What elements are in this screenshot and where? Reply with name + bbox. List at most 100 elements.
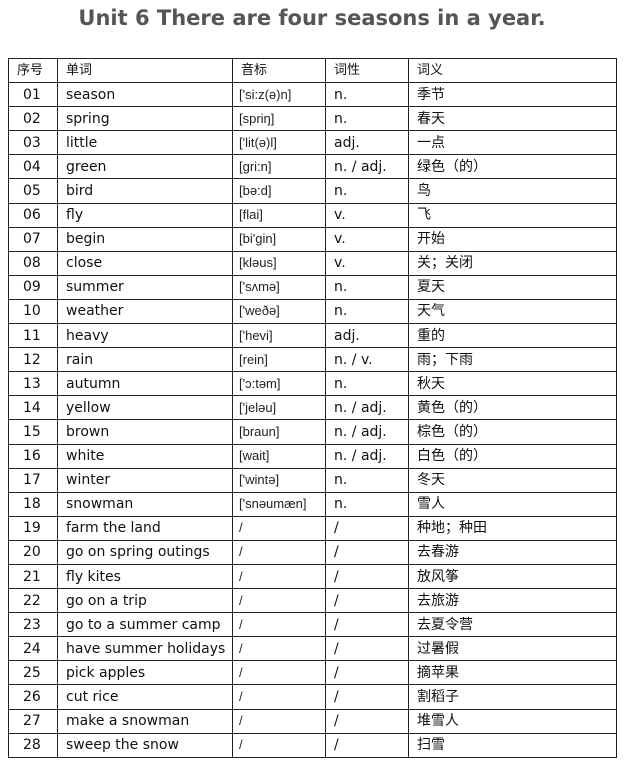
cell-phonetic: ['weðə] (232, 298, 326, 325)
table-row: 10 weather ['weðə] n. 天气 (8, 298, 617, 325)
cell-phonetic: [bə:d] (232, 178, 326, 204)
cell-phonetic: [flai] (232, 202, 326, 228)
cell-part-of-speech: / (325, 732, 409, 758)
cell-index: 07 (8, 226, 58, 252)
cell-part-of-speech: n. (325, 82, 409, 108)
cell-word: yellow (57, 395, 233, 421)
cell-part-of-speech: / (325, 636, 409, 662)
cell-word: begin (57, 226, 233, 252)
cell-meaning: 夏天 (408, 274, 617, 300)
cell-phonetic: ['ɔ:təm] (232, 371, 326, 397)
cell-part-of-speech: n. (325, 467, 409, 493)
table-row: 23 go to a summer camp / / 去夏令营 (8, 612, 617, 638)
table-row: 15 brown [braun] n. / adj. 棕色（的） (8, 419, 617, 445)
cell-part-of-speech: n. / adj. (325, 154, 409, 180)
cell-part-of-speech: n. (325, 371, 409, 397)
cell-word: bird (57, 178, 233, 204)
table-row: 04 green [gri:n] n. / adj. 绿色（的） (8, 154, 617, 180)
cell-phonetic: ['si:z(ə)n] (232, 82, 326, 108)
cell-word: have summer holidays (57, 636, 233, 662)
cell-word: cut rice (57, 684, 233, 710)
cell-index: 26 (8, 684, 58, 710)
cell-word: farm the land (57, 515, 233, 541)
cell-part-of-speech: / (325, 612, 409, 638)
cell-phonetic: ['jeləu] (232, 395, 326, 421)
header-phonetic: 音标 (232, 57, 326, 84)
cell-phonetic: [spriŋ] (232, 106, 326, 132)
table-row: 28 sweep the snow / / 扫雪 (8, 732, 617, 758)
table-row: 17 winter ['wintə] n. 冬天 (8, 467, 617, 493)
cell-meaning: 割稻子 (408, 684, 617, 710)
cell-meaning: 关；关闭 (408, 250, 617, 276)
table-row: 13 autumn ['ɔ:təm] n. 秋天 (8, 371, 617, 397)
table-row: 27 make a snowman / / 堆雪人 (8, 708, 617, 734)
table-row: 11 heavy ['hevi] adj. 重的 (8, 323, 617, 349)
cell-part-of-speech: n. (325, 491, 409, 517)
cell-word: snowman (57, 491, 233, 517)
table-row: 09 summer ['sʌmə] n. 夏天 (8, 274, 617, 300)
cell-meaning: 去旅游 (408, 588, 617, 614)
cell-phonetic: ['lit(ə)l] (232, 130, 326, 156)
page-title: Unit 6 There are four seasons in a year. (78, 6, 546, 30)
cell-phonetic: [wait] (232, 443, 326, 469)
cell-word: green (57, 154, 233, 180)
cell-meaning: 摘苹果 (408, 660, 617, 686)
cell-index: 17 (8, 467, 58, 493)
cell-index: 20 (8, 539, 58, 565)
cell-part-of-speech: n. (325, 298, 409, 325)
cell-phonetic: [gri:n] (232, 154, 326, 180)
cell-meaning: 堆雪人 (408, 708, 617, 734)
cell-phonetic: [braun] (232, 419, 326, 445)
cell-meaning: 过暑假 (408, 636, 617, 662)
cell-meaning: 棕色（的） (408, 419, 617, 445)
cell-word: white (57, 443, 233, 469)
header-meaning: 词义 (408, 57, 617, 84)
cell-index: 08 (8, 250, 58, 276)
cell-meaning: 冬天 (408, 467, 617, 493)
table-row: 18 snowman ['snəumæn] n. 雪人 (8, 491, 617, 517)
cell-index: 16 (8, 443, 58, 469)
table-row: 16 white [wait] n. / adj. 白色（的） (8, 443, 617, 469)
cell-index: 09 (8, 274, 58, 300)
cell-index: 14 (8, 395, 58, 421)
cell-word: autumn (57, 371, 233, 397)
vocabulary-table: 序号 单词 音标 词性 词义 01 season ['si:z(ə)n] n. 季节 02… (8, 57, 617, 758)
table-row: 24 have summer holidays / / 过暑假 (8, 636, 617, 662)
cell-word: fly (57, 202, 233, 228)
header-index: 序号 (8, 57, 58, 84)
cell-meaning: 鸟 (408, 178, 617, 204)
cell-index: 27 (8, 708, 58, 734)
table-row: 02 spring [spriŋ] n. 春天 (8, 106, 617, 132)
cell-meaning: 一点 (408, 130, 617, 156)
cell-index: 22 (8, 588, 58, 614)
cell-part-of-speech: n. (325, 178, 409, 204)
cell-word: winter (57, 467, 233, 493)
cell-index: 18 (8, 491, 58, 517)
cell-part-of-speech: v. (325, 250, 409, 276)
cell-meaning: 放风筝 (408, 563, 617, 590)
table-header-row: 序号 单词 音标 词性 词义 (8, 57, 617, 84)
cell-part-of-speech: / (325, 684, 409, 710)
cell-word: heavy (57, 323, 233, 349)
cell-meaning: 扫雪 (408, 732, 617, 758)
cell-word: go on a trip (57, 588, 233, 614)
cell-index: 05 (8, 178, 58, 204)
cell-part-of-speech: n. (325, 106, 409, 132)
cell-phonetic: / (232, 612, 326, 638)
cell-index: 03 (8, 130, 58, 156)
cell-meaning: 季节 (408, 82, 617, 108)
cell-part-of-speech: n. / adj. (325, 419, 409, 445)
cell-word: little (57, 130, 233, 156)
cell-phonetic: / (232, 563, 326, 590)
cell-meaning: 雨；下雨 (408, 347, 617, 373)
table-row: 25 pick apples / / 摘苹果 (8, 660, 617, 686)
cell-phonetic: / (232, 515, 326, 541)
cell-part-of-speech: / (325, 660, 409, 686)
cell-meaning: 天气 (408, 298, 617, 325)
cell-meaning: 开始 (408, 226, 617, 252)
table-row: 21 fly kites / / 放风筝 (8, 563, 617, 590)
cell-index: 24 (8, 636, 58, 662)
table-row: 01 season ['si:z(ə)n] n. 季节 (8, 82, 617, 108)
cell-meaning: 春天 (408, 106, 617, 132)
cell-part-of-speech: adj. (325, 323, 409, 349)
